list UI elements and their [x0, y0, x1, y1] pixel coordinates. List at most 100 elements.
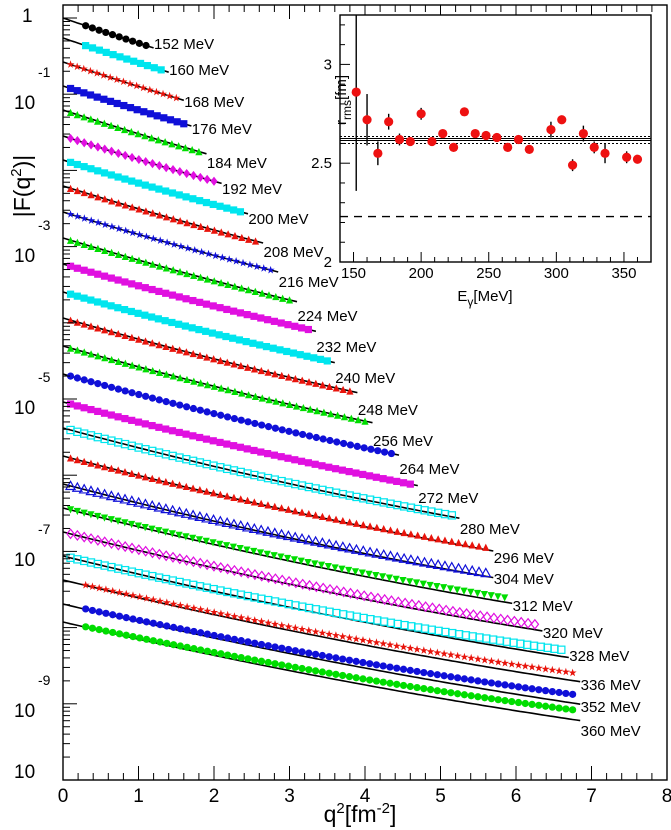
data-point [264, 368, 272, 376]
data-point [243, 445, 251, 453]
data-point [210, 409, 218, 418]
data-point [289, 349, 298, 357]
data-point [142, 594, 151, 602]
data-point [162, 264, 170, 272]
data-point [495, 636, 505, 645]
data-point [264, 618, 273, 627]
data-point [521, 699, 529, 708]
data-point [373, 592, 383, 604]
data-point [258, 289, 266, 297]
data-point [311, 460, 319, 468]
data-point [282, 530, 295, 541]
data-point [216, 609, 225, 618]
data-point [101, 246, 109, 255]
data-point [298, 508, 306, 516]
data-point [474, 693, 482, 701]
data-point [82, 22, 90, 30]
data-point [141, 524, 149, 532]
data-point [114, 148, 122, 158]
data-point [428, 602, 437, 614]
data-point [372, 638, 381, 646]
data-point [399, 576, 407, 585]
data-point [320, 408, 328, 416]
data-point [265, 395, 273, 404]
data-point [121, 150, 129, 161]
data-point [133, 106, 141, 114]
data-point [215, 331, 223, 339]
data-point [406, 666, 414, 674]
data-point [264, 501, 272, 509]
data-point [475, 610, 485, 622]
data-point [108, 355, 116, 364]
data-point [176, 601, 185, 609]
data-point [182, 348, 190, 356]
data-point [216, 202, 224, 210]
data-point [175, 481, 184, 489]
data-point [189, 195, 197, 203]
data-point [291, 663, 299, 671]
series-label: 200 MeV [248, 211, 308, 228]
data-point [163, 238, 172, 246]
data-point [319, 381, 327, 389]
data-point [494, 593, 502, 601]
data-point [150, 64, 158, 72]
data-point [323, 538, 335, 549]
data-point [100, 463, 109, 471]
data-point [189, 349, 197, 358]
data-point [508, 697, 516, 706]
data-point [155, 185, 163, 193]
data-point [258, 394, 266, 402]
data-point [80, 240, 88, 248]
data-point [162, 187, 170, 195]
data-point [468, 632, 477, 641]
data-point [224, 634, 232, 642]
data-point [352, 588, 362, 601]
data-point [276, 346, 284, 354]
data-point [224, 651, 232, 659]
data-point [114, 329, 122, 338]
data-point [73, 507, 81, 516]
data-point [135, 154, 143, 165]
series-label: 160 MeV [169, 62, 229, 79]
data-point [440, 688, 448, 696]
data-point [562, 689, 570, 698]
data-point [257, 657, 266, 665]
data-point [236, 545, 244, 553]
data-point [528, 700, 536, 709]
data-point [134, 522, 142, 530]
data-point [162, 478, 170, 486]
x-tick-label: 6 [511, 786, 522, 807]
data-point [176, 625, 184, 633]
data-point [359, 675, 367, 683]
y-tick-label: 10 [14, 93, 35, 114]
series-label: 216 MeV [279, 274, 339, 291]
data-point [278, 661, 286, 669]
inset-data-point [524, 144, 534, 154]
inset-y-tick-label: 3 [324, 56, 332, 73]
data-point [223, 358, 231, 366]
data-point [122, 614, 130, 622]
data-point [271, 660, 279, 668]
data-point [66, 290, 75, 298]
data-point [325, 463, 333, 471]
data-point [128, 152, 136, 163]
data-point [224, 230, 232, 238]
inset-data-point [546, 125, 556, 135]
data-point [303, 352, 311, 360]
data-point [140, 108, 148, 116]
data-point [284, 645, 293, 654]
data-point [168, 427, 177, 435]
data-point [80, 376, 88, 384]
data-point [128, 361, 136, 369]
data-point [66, 133, 75, 144]
data-point [447, 689, 455, 697]
data-point [73, 111, 81, 119]
data-point [107, 516, 115, 524]
data-point [223, 204, 231, 212]
data-point [94, 461, 102, 469]
data-point [123, 55, 131, 63]
data-point [73, 62, 82, 71]
inset-data-point [362, 115, 372, 125]
data-point [238, 233, 246, 242]
data-point [400, 528, 408, 537]
